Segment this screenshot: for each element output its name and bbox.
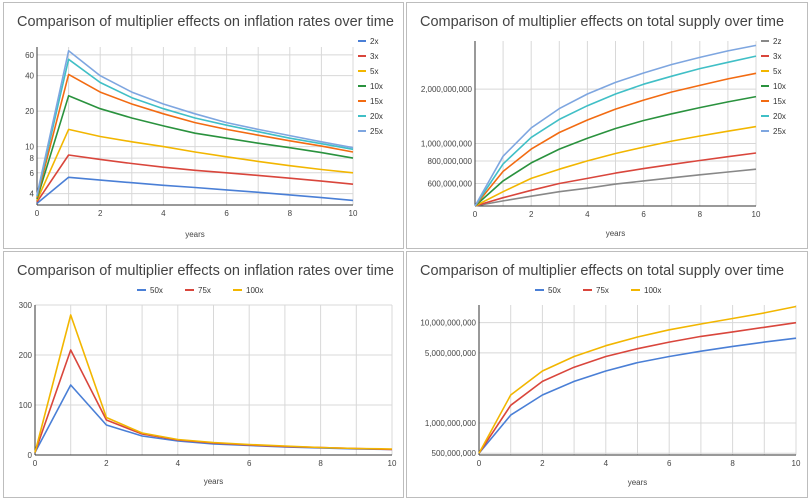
x-tick-label: 0 [33,459,38,468]
y-tick-label: 60 [25,51,34,60]
x-tick-label: 0 [473,210,478,219]
y-tick-label: 4 [30,190,35,199]
x-tick-label: 10 [752,210,761,219]
series-line-75x [478,321,797,454]
legend-label-3x: 3x [773,52,781,61]
legend-label-100x: 100x [644,286,661,295]
x-tick-label: 2 [529,210,534,219]
legend-label-20x: 20x [370,112,383,121]
y-tick-label: 1,000,000,000 [421,139,473,148]
series-line-100x [478,305,797,454]
y-tick-label: 10,000,000,000 [420,319,476,328]
legend-label-3x: 3x [370,52,378,61]
x-tick-label: 10 [792,459,801,468]
x-axis-label: years [606,229,626,238]
legend-label-15x: 15x [370,97,383,106]
legend-label-10x: 10x [370,82,383,91]
y-tick-label: 600,000,000 [428,179,473,188]
legend-label-50x: 50x [548,286,561,295]
chart-title: Comparison of multiplier effects on tota… [420,14,785,30]
y-tick-label: 20 [25,107,34,116]
series-line-3x [36,154,354,203]
legend-label-15x: 15x [773,97,786,106]
x-tick-label: 6 [641,210,646,219]
x-tick-label: 6 [667,459,672,468]
legend-label-5x: 5x [773,67,781,76]
y-tick-label: 2,000,000,000 [421,85,473,94]
legend-label-2z: 2z [773,37,781,46]
x-tick-label: 0 [35,209,40,218]
x-axis-label: years [628,478,648,487]
x-tick-label: 8 [698,210,703,219]
series-line-25x [474,44,757,207]
x-tick-label: 2 [540,459,545,468]
x-axis-label: years [185,230,205,239]
legend-label-50x: 50x [150,286,163,295]
chart-panel-supply-large: Comparison of multiplier effects on tota… [406,251,808,498]
series-line-2z [474,168,757,207]
series-line-20x [36,58,354,197]
x-tick-label: 2 [104,459,109,468]
chart-panel-inflation-small: Comparison of multiplier effects on infl… [3,2,404,249]
x-tick-label: 10 [388,459,397,468]
x-tick-label: 8 [730,459,735,468]
legend-label-5x: 5x [370,67,378,76]
series-line-25x [36,49,354,196]
x-tick-label: 4 [161,209,166,218]
chart-svg: 500,000,000 1,000,000,000 5,000,000,000 10,… [420,286,801,487]
legend-label-75x: 75x [596,286,609,295]
series-line-20x [474,55,757,207]
series-line-15x [36,73,354,198]
y-tick-label: 500,000,000 [432,449,477,458]
x-axis-label: years [204,477,224,486]
chart-svg: 600,000,000 800,000,000 1,000,000,000 2,000… [421,37,786,238]
legend-label-75x: 75x [198,286,211,295]
y-tick-label: 100 [19,401,33,410]
x-tick-label: 8 [318,459,323,468]
x-tick-label: 4 [585,210,590,219]
y-tick-label: 8 [30,154,35,163]
y-tick-label: 10 [25,143,34,152]
y-tick-label: 200 [19,351,33,360]
x-tick-label: 6 [224,209,229,218]
series-line-50x [478,337,797,454]
legend-label-20x: 20x [773,112,786,121]
y-tick-label: 800,000,000 [428,157,473,166]
x-tick-label: 4 [176,459,181,468]
chart-title: Comparison of multiplier effects on infl… [17,14,394,30]
chart-title: Comparison of multiplier effects on infl… [17,263,394,279]
x-tick-label: 10 [349,209,358,218]
chart-panel-supply-small: Comparison of multiplier effects on tota… [406,2,808,249]
series-line-10x [36,95,354,200]
series-line-15x [474,72,757,207]
series-line-10x [474,95,757,207]
legend-label-25x: 25x [773,127,786,136]
series-line-3x [474,152,757,207]
x-tick-label: 6 [247,459,252,468]
series-line-100x [34,314,393,453]
y-tick-label: 5,000,000,000 [425,349,477,358]
y-tick-label: 6 [30,169,35,178]
x-tick-label: 0 [477,459,482,468]
x-tick-label: 2 [98,209,103,218]
y-tick-label: 1,000,000,000 [425,419,477,428]
legend-label-10x: 10x [773,82,786,91]
x-tick-label: 4 [604,459,609,468]
y-tick-label: 0 [28,451,33,460]
series-line-5x [36,128,354,201]
legend-label-100x: 100x [246,286,263,295]
chart-svg: 0 100 200 300 0 2 4 6 8 10 years 50x 75x 100x [19,286,397,486]
x-tick-label: 8 [288,209,293,218]
legend-label-25x: 25x [370,127,383,136]
chart-title: Comparison of multiplier effects on tota… [420,263,785,279]
series-line-2x [36,176,354,205]
chart-panel-inflation-large: Comparison of multiplier effects on infl… [3,251,404,498]
legend-label-2x: 2x [370,37,378,46]
series-line-5x [474,125,757,207]
y-tick-label: 300 [19,301,33,310]
y-tick-label: 40 [25,72,34,81]
chart-svg: 4 6 8 10 20 40 60 0 2 4 6 8 10 years 2x 3x 5x 10x 15x 20x 25… [25,37,383,239]
